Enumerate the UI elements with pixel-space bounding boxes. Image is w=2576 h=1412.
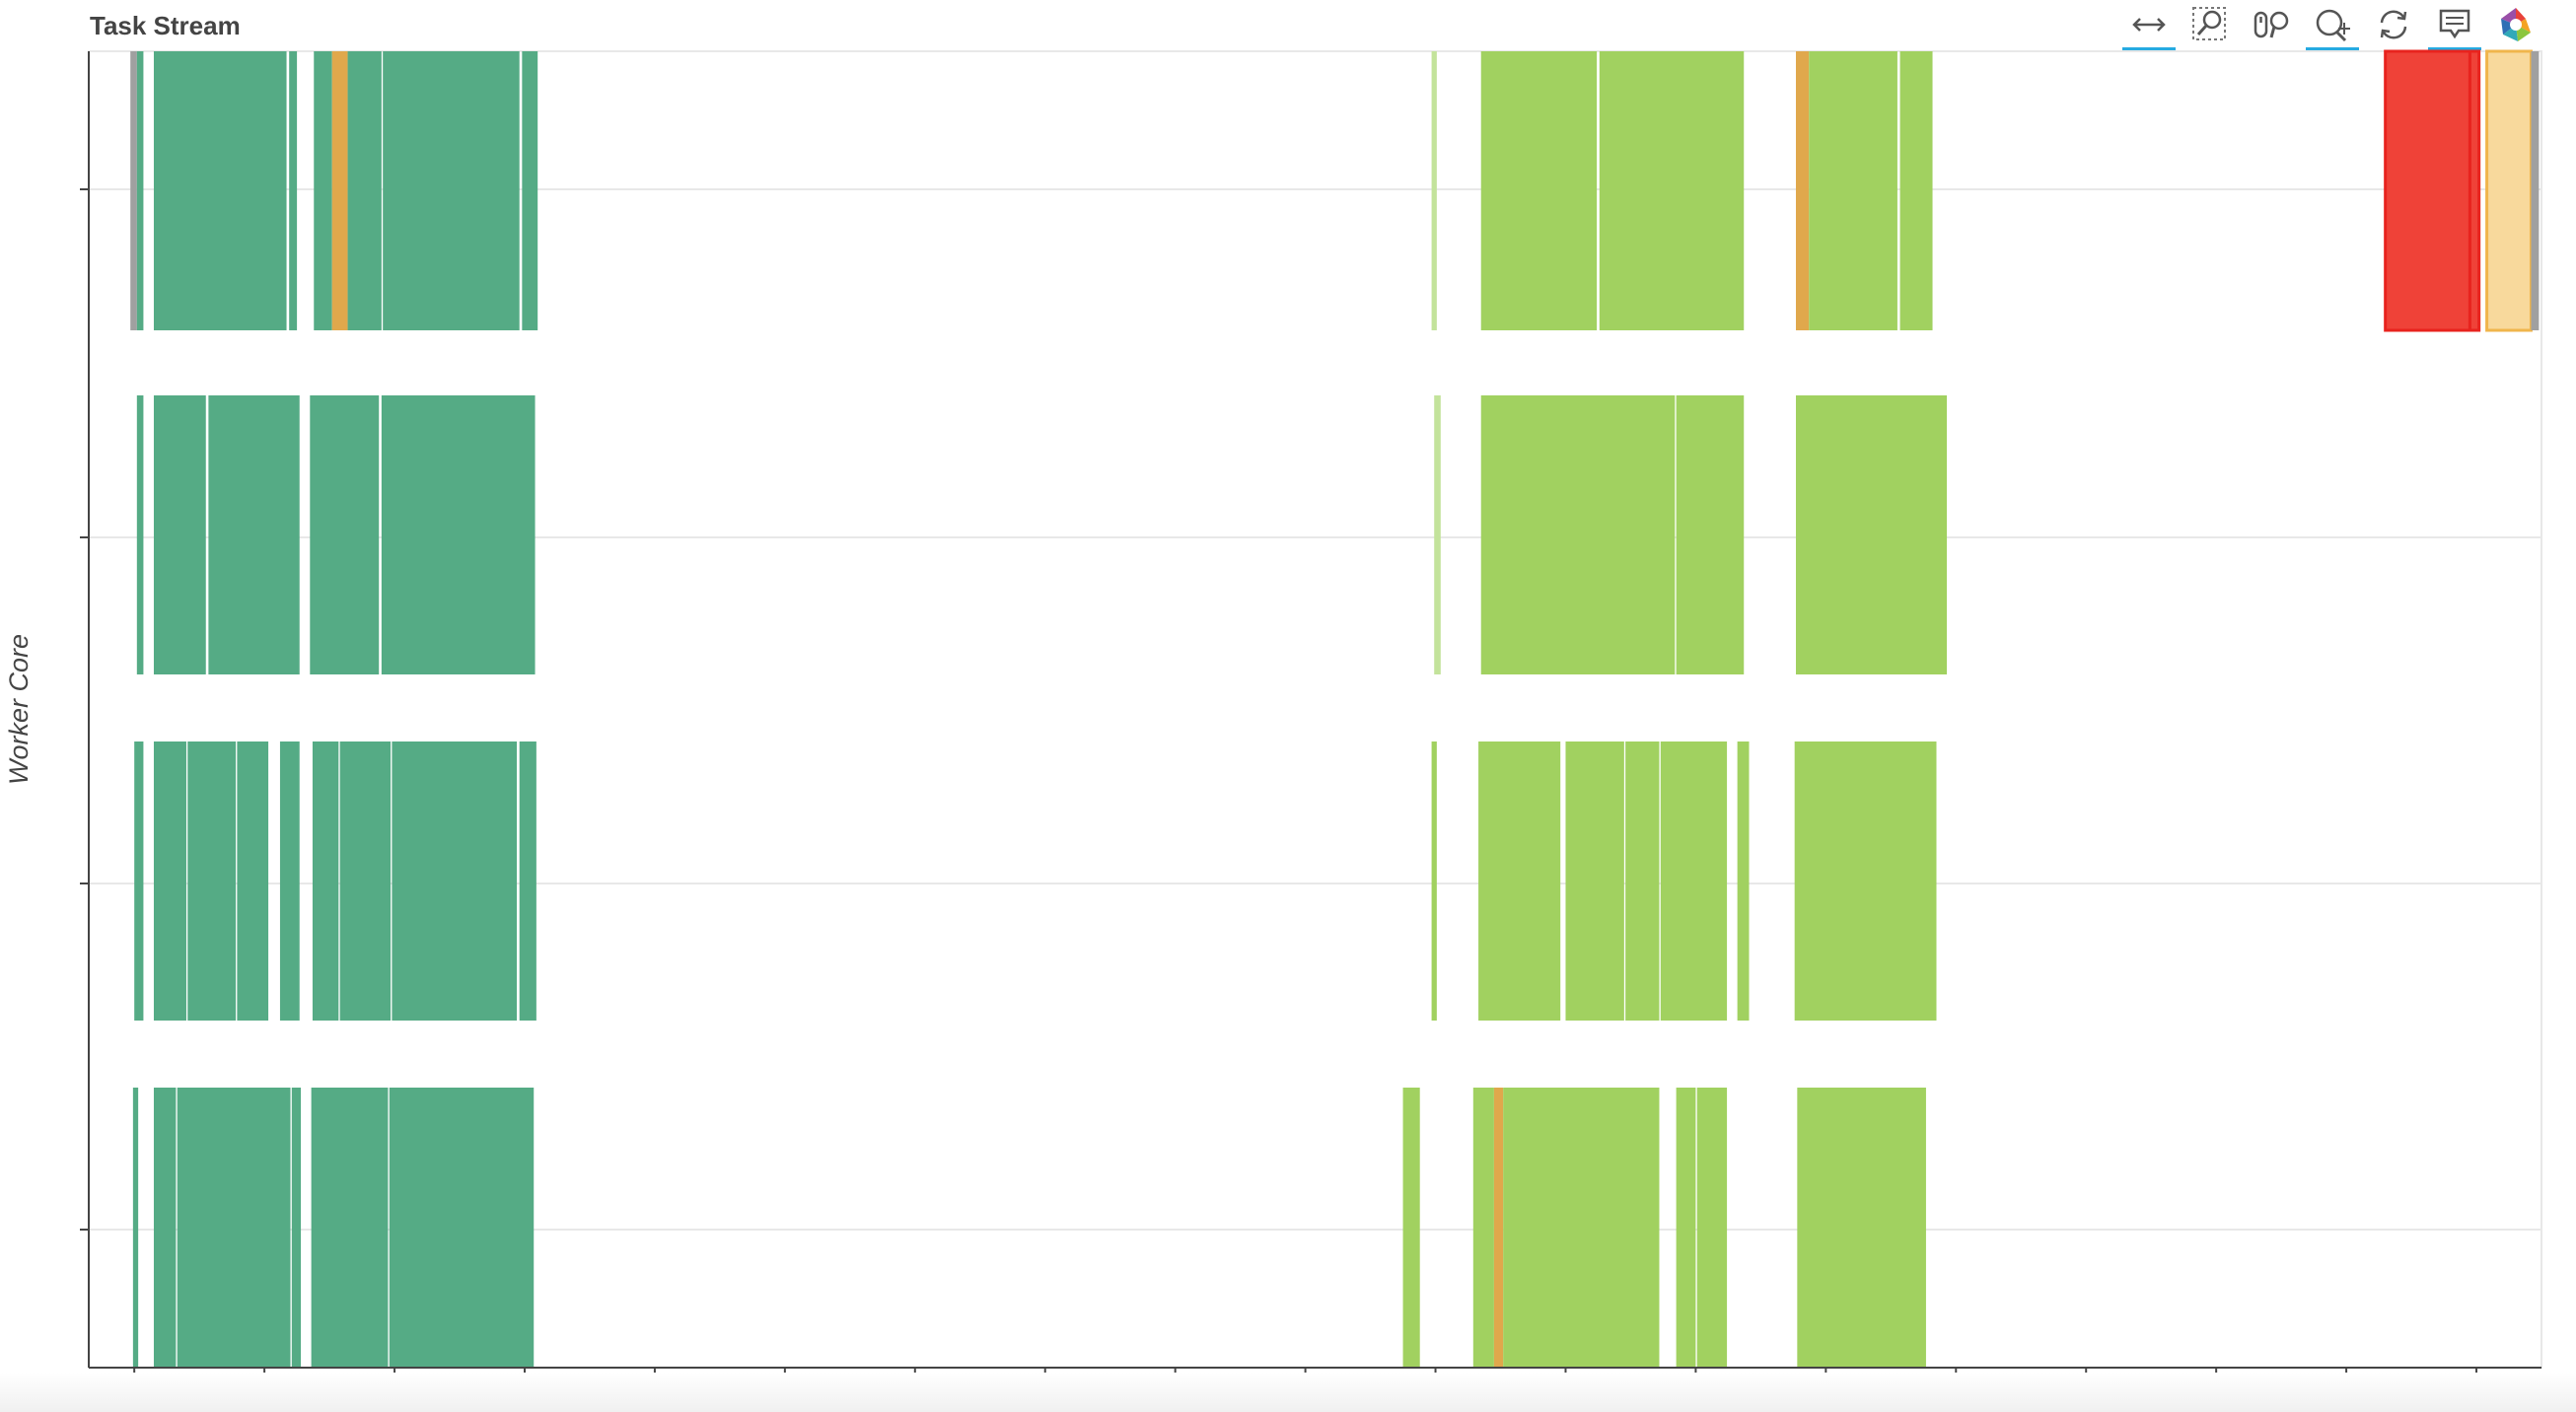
task-bar-31 [237, 741, 268, 1021]
task-bar-20 [154, 395, 206, 674]
task-bar-28 [134, 741, 143, 1021]
task-bar-39 [1565, 741, 1623, 1021]
task-bar-12 [1796, 51, 1809, 330]
task-bar-32 [280, 741, 300, 1021]
task-bar-24 [1434, 395, 1441, 674]
task-bar-40 [1625, 741, 1659, 1021]
bottom-strip [0, 1373, 2576, 1412]
task-bar-7 [383, 51, 520, 330]
task-bar-16 [2469, 51, 2478, 330]
task-bar-55 [1697, 1088, 1727, 1367]
task-bar-13 [1809, 51, 1897, 330]
task-bar-33 [313, 741, 338, 1021]
task-bar-30 [187, 741, 236, 1021]
task-bar-5 [332, 51, 348, 330]
task-bar-14 [1900, 51, 1933, 330]
task-bar-11 [1600, 51, 1744, 330]
task-bar-25 [1481, 395, 1676, 674]
task-bar-53 [1503, 1088, 1659, 1367]
task-bar-3 [289, 51, 297, 330]
task-bar-52 [1494, 1088, 1503, 1367]
task-bar-19 [137, 395, 144, 674]
task-bar-1 [137, 51, 144, 330]
task-bar-35 [392, 741, 517, 1021]
task-bar-8 [522, 51, 537, 330]
task-bar-54 [1677, 1088, 1696, 1367]
task-bar-36 [520, 741, 537, 1021]
task-bar-38 [1478, 741, 1560, 1021]
task-bar-0 [130, 51, 137, 330]
task-bar-37 [1432, 741, 1437, 1021]
y-axis-label: Worker Core [4, 634, 34, 785]
task-bar-49 [390, 1088, 534, 1367]
task-bar-42 [1738, 741, 1750, 1021]
task-bar-21 [208, 395, 299, 674]
task-bar-2 [154, 51, 287, 330]
task-bar-17 [2487, 51, 2532, 330]
task-bar-56 [1797, 1088, 1926, 1367]
task-bar-9 [1432, 51, 1437, 330]
task-bar-45 [154, 1088, 176, 1367]
task-bar-26 [1677, 395, 1745, 674]
task-bar-6 [348, 51, 382, 330]
task-bar-27 [1796, 395, 1947, 674]
task-bar-50 [1403, 1088, 1420, 1367]
task-bar-43 [1795, 741, 1937, 1021]
task-bar-15 [2386, 51, 2470, 330]
task-bar-44 [133, 1088, 138, 1367]
task-bar-46 [178, 1088, 291, 1367]
task-bar-41 [1661, 741, 1727, 1021]
task-bar-23 [382, 395, 536, 674]
task-bar-10 [1481, 51, 1597, 330]
task-bar-29 [154, 741, 186, 1021]
task-bar-51 [1473, 1088, 1494, 1367]
task-bar-48 [312, 1088, 389, 1367]
task-bar-18 [2531, 51, 2539, 330]
task-bar-34 [340, 741, 391, 1021]
task-bar-47 [292, 1088, 301, 1367]
task-bar-4 [314, 51, 331, 330]
task-bar-22 [310, 395, 379, 674]
